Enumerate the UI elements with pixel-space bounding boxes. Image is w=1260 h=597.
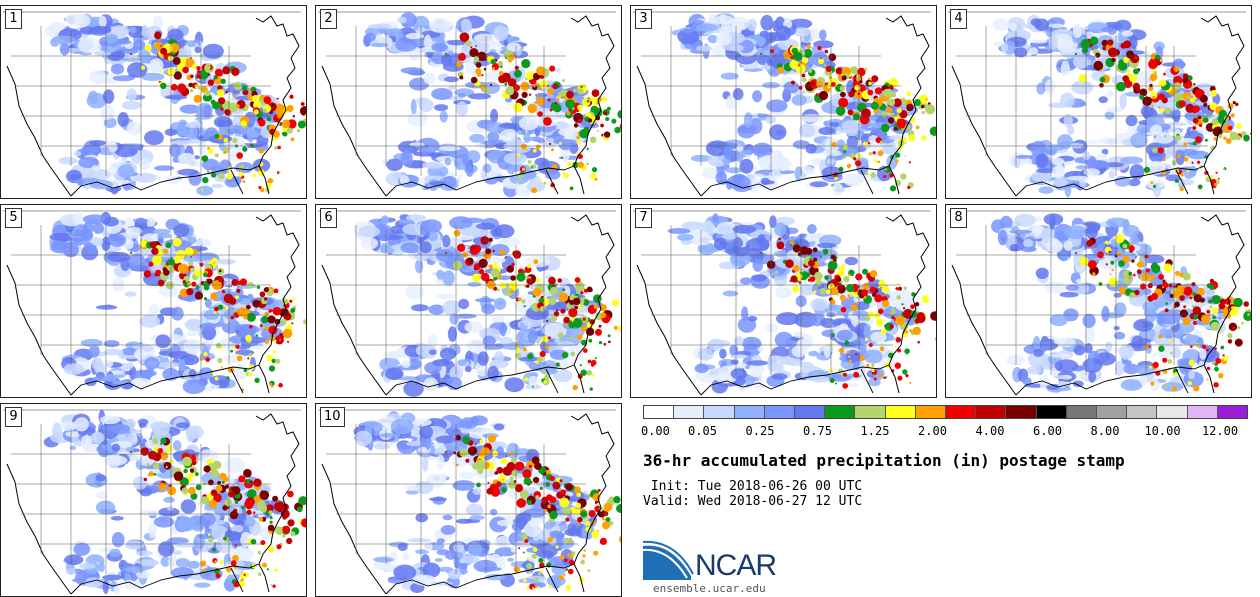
member-panel: 8 (945, 204, 1252, 398)
member-panel: 10 (315, 403, 622, 597)
colorbar-label: 10.00 (1144, 424, 1181, 438)
ncar-logo-text: NCAR (695, 549, 777, 582)
precipitation-map (633, 11, 936, 197)
member-number: 7 (635, 208, 652, 228)
precipitation-map (948, 210, 1251, 396)
precipitation-map (318, 11, 621, 198)
member-panel: 5 (0, 204, 307, 398)
precipitation-colorbar (643, 405, 1248, 419)
member-panel: 1 (0, 5, 307, 199)
precipitation-map (948, 11, 1251, 198)
member-number: 9 (5, 407, 22, 427)
colorbar-swatch (1217, 406, 1248, 418)
member-panel: 4 (945, 5, 1252, 199)
member-panel: 9 (0, 403, 307, 597)
member-panel: 6 (315, 204, 622, 398)
colorbar-label: 0.75 (803, 424, 832, 438)
colorbar-labels: 0.00 0.05 0.25 0.75 1.25 2.00 4.00 6.00 8.00 10.0… (640, 424, 1253, 438)
colorbar-label: 6.00 (1033, 424, 1062, 438)
precipitation-map (3, 210, 306, 396)
precipitation-map (318, 409, 621, 595)
colorbar-swatch (1036, 406, 1067, 418)
member-number: 8 (950, 208, 967, 228)
colorbar-swatch (1066, 406, 1098, 418)
colorbar-label: 0.00 (640, 424, 670, 438)
member-number: 3 (635, 9, 652, 29)
colorbar-label: 0.05 (688, 424, 717, 438)
colorbar-swatch (825, 406, 856, 418)
precipitation-map (3, 409, 306, 595)
colorbar-label: 8.00 (1090, 424, 1120, 438)
member-panel: 2 (315, 5, 622, 199)
valid-time: Valid: Wed 2018-06-27 12 UTC (643, 494, 863, 509)
colorbar-swatch (885, 406, 916, 418)
colorbar-swatch (644, 406, 675, 418)
chart-title: 36-hr accumulated precipitation (in) pos… (643, 451, 1125, 470)
member-number: 5 (5, 208, 22, 228)
colorbar-swatch (734, 406, 765, 418)
colorbar-swatch (976, 406, 1007, 418)
member-number: 4 (950, 9, 967, 29)
ncar-logo-icon (643, 540, 694, 580)
colorbar-swatch (1157, 406, 1188, 418)
member-number: 6 (320, 208, 337, 228)
member-panel: 3 (630, 5, 937, 199)
colorbar-label: 4.00 (975, 424, 1005, 438)
colorbar-swatch (795, 406, 826, 418)
member-number: 1 (5, 9, 22, 29)
colorbar-swatch (855, 406, 886, 418)
colorbar-label: 2.00 (918, 424, 947, 438)
colorbar-swatch (1097, 406, 1128, 418)
colorbar-label: 12.00 (1201, 424, 1239, 438)
precipitation-map (3, 11, 306, 197)
colorbar-label: 1.25 (860, 424, 890, 438)
member-number: 10 (320, 407, 345, 427)
colorbar-swatch (764, 406, 796, 418)
colorbar-swatch (674, 406, 705, 418)
colorbar-swatch (915, 406, 947, 418)
member-number: 2 (320, 9, 337, 29)
website-url: ensemble.ucar.edu (653, 582, 766, 595)
colorbar-swatch (704, 406, 735, 418)
member-panel: 7 (630, 204, 937, 398)
colorbar-swatch (1127, 406, 1158, 418)
colorbar-swatch (1187, 406, 1218, 418)
precipitation-map (633, 210, 936, 396)
colorbar-label: 0.25 (745, 424, 775, 438)
precipitation-map (318, 210, 621, 397)
colorbar-swatch (1006, 406, 1037, 418)
colorbar-swatch (946, 406, 977, 418)
init-time: Init: Tue 2018-06-26 00 UTC (643, 479, 863, 494)
